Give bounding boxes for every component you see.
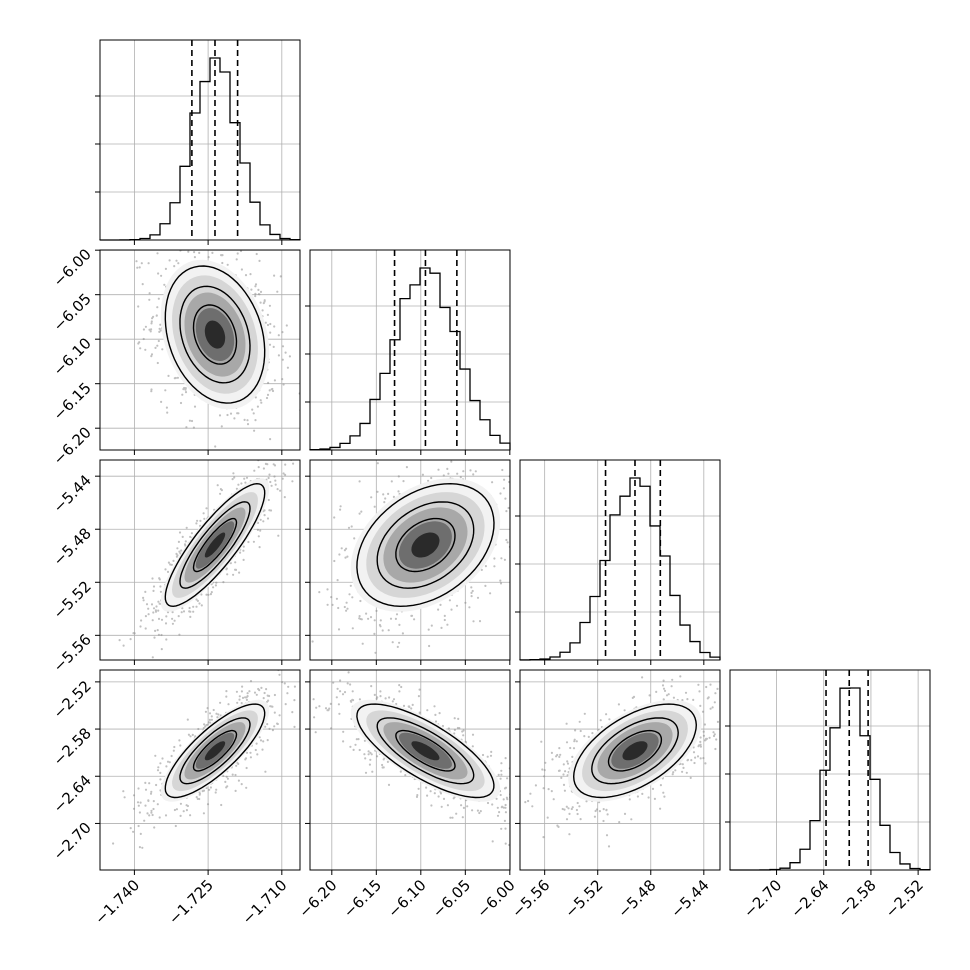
panel-frame [519, 459, 721, 661]
y-tick-label: −6.05 [50, 290, 95, 335]
y-tick-label: −6.20 [50, 423, 95, 468]
scatter-panel-1-3: −6.20 −6.15 −6.10 −6.05 −6.00 [295, 669, 519, 921]
panel-frame [99, 249, 301, 451]
y-tick-label: −2.64 [50, 771, 95, 816]
panel-frame [99, 669, 301, 871]
contour-line [164, 703, 266, 799]
panel-frame [309, 249, 511, 451]
x-tick-label: −6.00 [473, 876, 518, 921]
x-tick-label: −6.20 [295, 876, 340, 921]
scatter-panel-2-3: −5.56 −5.52 −5.48 −5.44 [508, 669, 721, 921]
x-tick-label: −6.05 [429, 876, 474, 921]
y-tick-label: −2.58 [50, 724, 95, 769]
contour-line [192, 304, 238, 365]
contour-line [179, 501, 251, 589]
x-tick-label: −2.52 [882, 876, 927, 921]
panel-frame [99, 39, 301, 241]
x-tick-label: −5.48 [614, 876, 659, 921]
panel-content [312, 671, 510, 847]
y-tick-label: −5.56 [50, 630, 95, 675]
x-tick-label: −5.44 [667, 876, 712, 921]
y-tick-label: −2.70 [50, 819, 95, 864]
x-tick-label: −1.740 [91, 876, 143, 928]
scatter-panel-0-2: −5.56 −5.52 −5.48 −5.44 [50, 459, 301, 676]
contour-line [572, 703, 698, 799]
contour-line [607, 729, 663, 772]
contour-line [395, 729, 456, 772]
panel-content [118, 460, 295, 659]
x-tick-label: −5.56 [508, 876, 553, 921]
hist-panel-0 [95, 39, 301, 245]
contour-line [376, 501, 475, 589]
contour-line [356, 703, 495, 799]
contour-line [395, 517, 456, 573]
y-tick-label: −6.00 [50, 245, 95, 290]
panel-content [135, 250, 300, 448]
y-tick-label: −6.15 [50, 379, 95, 424]
contour-line [164, 482, 266, 608]
hist-panel-2 [515, 459, 721, 665]
contour-line [164, 265, 266, 404]
scatter-panel-0-3: −1.740 −1.725 −1.710 −2.70−2.64−2.58−2.52 [50, 669, 301, 928]
y-tick-label: −5.48 [50, 524, 95, 569]
panel-content [112, 670, 297, 849]
density-fill [411, 741, 440, 761]
panel-content [310, 460, 510, 654]
contour-line [179, 285, 251, 384]
histogram-step [519, 477, 721, 661]
density-fill [204, 320, 226, 349]
density-fill [622, 741, 648, 761]
y-tick-label: −2.52 [50, 677, 95, 722]
panel-frame [519, 669, 721, 871]
x-tick-label: −2.58 [835, 876, 880, 921]
contour-line [376, 717, 475, 785]
x-tick-label: −1.725 [165, 876, 217, 928]
x-tick-label: −5.52 [561, 876, 606, 921]
panel-content [524, 675, 720, 848]
panel-frame [729, 669, 931, 871]
y-tick-label: −5.44 [50, 471, 95, 516]
panel-frame [309, 669, 511, 871]
panel-frame [99, 459, 301, 661]
density-fill [204, 532, 226, 558]
histogram-step [99, 57, 301, 241]
x-tick-label: −1.710 [239, 876, 291, 928]
density-fill [204, 741, 226, 761]
density-fill [411, 532, 440, 558]
scatter-panel-0-1: −6.20−6.15−6.10−6.05−6.00 [50, 245, 301, 469]
contour-line [179, 717, 251, 785]
x-tick-label: −2.64 [787, 876, 832, 921]
histogram-step [309, 267, 511, 451]
contour-line [192, 729, 238, 772]
x-tick-label: −6.15 [340, 876, 385, 921]
hist-panel-3: −2.70 −2.64 −2.58 −2.52 [725, 669, 931, 921]
x-tick-label: −6.10 [384, 876, 429, 921]
y-tick-label: −6.10 [50, 334, 95, 379]
contour-line [591, 717, 679, 785]
hist-panel-1 [305, 249, 511, 455]
contour-line [356, 482, 495, 608]
x-tick-label: −2.70 [740, 876, 785, 921]
histogram-step [730, 687, 931, 871]
panel-frame [309, 459, 511, 661]
scatter-panel-1-2 [305, 459, 511, 665]
contour-line [192, 517, 238, 573]
y-tick-label: −5.52 [50, 577, 95, 622]
